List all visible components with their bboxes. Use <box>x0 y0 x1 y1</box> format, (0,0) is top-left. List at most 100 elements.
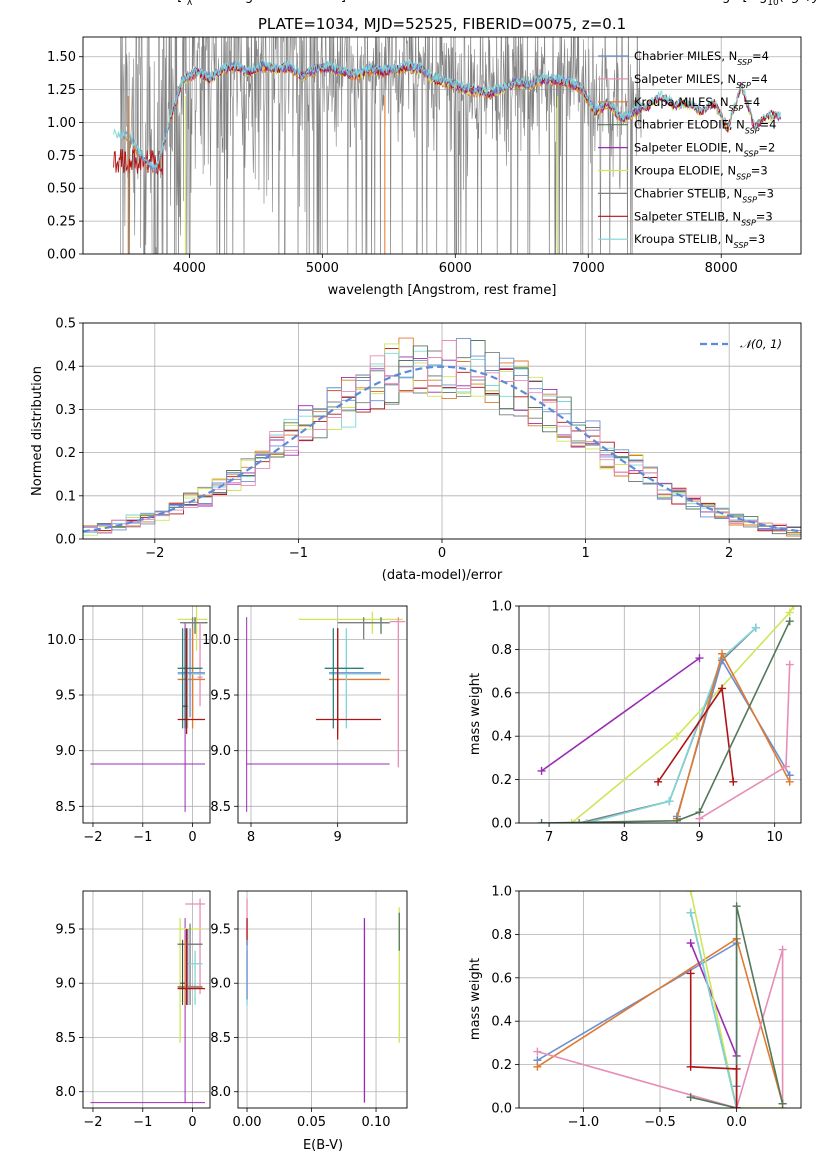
frame-mass_vs_ebv: 0.00 0.05 0.10 8.0 8.5 9.0 9.5 E(B-V) <box>210 890 408 1153</box>
weight-series-line <box>541 657 700 772</box>
legend-label: Chabrier STELIB, NSSP=3 <box>634 186 774 204</box>
weight-series-line <box>690 906 784 1108</box>
y-tick-label: 0.25 <box>47 215 76 230</box>
y-tick-label: 1.50 <box>47 50 76 65</box>
axes-frame <box>518 605 802 824</box>
grid-mass_vs_Z <box>83 891 210 1108</box>
frame-weight_vs_Z: −1.0−0.50.00.00.20.40.60.81.0Z [log10(Z/… <box>468 885 802 1130</box>
x-tick-label: 0 <box>188 1115 196 1130</box>
y-tick-label: 9.5 <box>55 689 76 704</box>
y-tick-label: 9.0 <box>210 744 231 759</box>
weight-point-marker <box>567 819 576 823</box>
plot-area-weight_vs_age <box>537 606 798 823</box>
legend-label: Kroupa MILES, NSSP=4 <box>634 95 760 113</box>
x-axis-label: E(B-V) <box>303 1138 343 1153</box>
y-tick-label: 9.5 <box>210 922 231 937</box>
y-tick-label: 0.50 <box>47 182 76 197</box>
observed-spectrum-line <box>120 37 642 254</box>
weight-series-line <box>676 658 791 817</box>
weight-point-marker <box>785 617 794 626</box>
weight-point-marker <box>751 623 760 632</box>
axes-frame <box>82 322 802 540</box>
weight-point-marker <box>732 1104 741 1108</box>
weight-point-marker <box>533 1047 542 1056</box>
x-tick-label: −1 <box>133 830 152 845</box>
weight-point-marker <box>718 684 727 693</box>
x-tick-label: −2 <box>145 546 164 561</box>
weight-point-marker <box>732 1064 741 1073</box>
legend-label: Chabrier MILES, NSSP=4 <box>634 49 769 67</box>
legend-label: Chabrier ELODIE, NSSP=4 <box>634 118 776 136</box>
y-tick-label: 9.0 <box>55 744 76 759</box>
weight-point-marker <box>785 660 794 669</box>
true: age [log10(age/yr)] <box>714 0 819 8</box>
y-tick-label: 8.5 <box>210 1031 231 1046</box>
weight-point-marker <box>686 1093 695 1102</box>
weight-point-marker <box>537 766 546 775</box>
histogram-step <box>83 340 801 539</box>
weight-point-marker <box>533 1062 542 1071</box>
y-tick-label: 0.8 <box>491 928 512 943</box>
legend-label: 𝒩(0, 1) <box>740 337 782 351</box>
weight-point-marker <box>654 777 663 786</box>
axes-weight_vs_Z: −1.0−0.50.00.00.20.40.60.81.0Z [log10(Z/… <box>468 885 802 1130</box>
weight-series-line <box>537 949 784 1108</box>
weight-point-marker <box>582 819 591 823</box>
axes-spectrum: 4000 5000 6000 7000 8000 0.00 0.25 0.50 0.75 1.00… <box>47 0 802 298</box>
x-tick-label: −1 <box>133 1115 152 1130</box>
x-tick-label: −2 <box>83 830 102 845</box>
y-tick-label: 0.0 <box>491 817 512 832</box>
weight-point-marker <box>672 732 681 741</box>
plot-area-mass_vs_Z <box>90 898 206 1104</box>
weight-point-marker <box>781 762 790 771</box>
y-tick-label: 9.0 <box>55 977 76 992</box>
grid-age_vs_Z <box>83 606 210 823</box>
x-tick-label: 0.05 <box>297 1115 326 1130</box>
y-tick-label: 0.6 <box>491 971 512 986</box>
x-tick-label: 0 <box>188 830 196 845</box>
x-tick-label: −1 <box>289 546 308 561</box>
weight-point-marker <box>686 1062 695 1071</box>
axes-frame <box>518 890 802 1109</box>
axes-age_vs_Z: −2−108.59.09.510.0Z [log10(Z/Z☉)]age [lo… <box>47 0 819 845</box>
y-tick-label: 10.0 <box>47 633 76 648</box>
weight-point-marker <box>686 939 695 948</box>
plot-area-age_vs_mass <box>246 611 406 812</box>
histogram-step <box>83 338 801 539</box>
x-tick-label: 8 <box>247 830 255 845</box>
plot-area-age_vs_Z <box>90 606 208 812</box>
y-tick-label: 0.4 <box>491 730 512 745</box>
y-tick-label: 0.8 <box>491 643 512 658</box>
y-tick-label: 0.2 <box>491 1058 512 1073</box>
x-tick-label: 9 <box>695 830 703 845</box>
legend-label: Kroupa STELIB, NSSP=3 <box>634 232 765 250</box>
x-tick-label: 6000 <box>439 261 472 276</box>
frame-age_vs_Z: −2−108.59.09.510.0Z [log10(Z/Z☉)]age [lo… <box>47 0 819 845</box>
weight-point-marker <box>665 797 674 806</box>
y-tick-label: 0.5 <box>55 317 76 332</box>
x-tick-label: 0.10 <box>362 1115 391 1130</box>
legend-label: Salpeter MILES, NSSP=4 <box>634 72 768 90</box>
weight-point-marker <box>732 902 741 911</box>
weight-point-marker <box>695 654 704 663</box>
model-spectrum-line <box>113 59 781 169</box>
x-tick-label: 1 <box>581 546 589 561</box>
y-tick-label: 8.0 <box>210 1085 231 1100</box>
y-axis-label: Normed distribution <box>30 366 45 496</box>
weight-point-marker <box>537 819 546 823</box>
y-tick-label: 0.2 <box>491 773 512 788</box>
y-tick-label: 0.4 <box>491 1015 512 1030</box>
weight-series-line <box>586 627 757 823</box>
x-tick-label: 7 <box>545 830 553 845</box>
weight-series-line <box>657 686 735 783</box>
weight-point-marker <box>695 814 704 823</box>
x-tick-label: 5000 <box>306 261 339 276</box>
x-tick-label: 4000 <box>173 261 206 276</box>
y-tick-label: 1.00 <box>47 116 76 131</box>
legend: Chabrier MILES, NSSP=4 Salpeter MILES, NS… <box>598 49 776 250</box>
